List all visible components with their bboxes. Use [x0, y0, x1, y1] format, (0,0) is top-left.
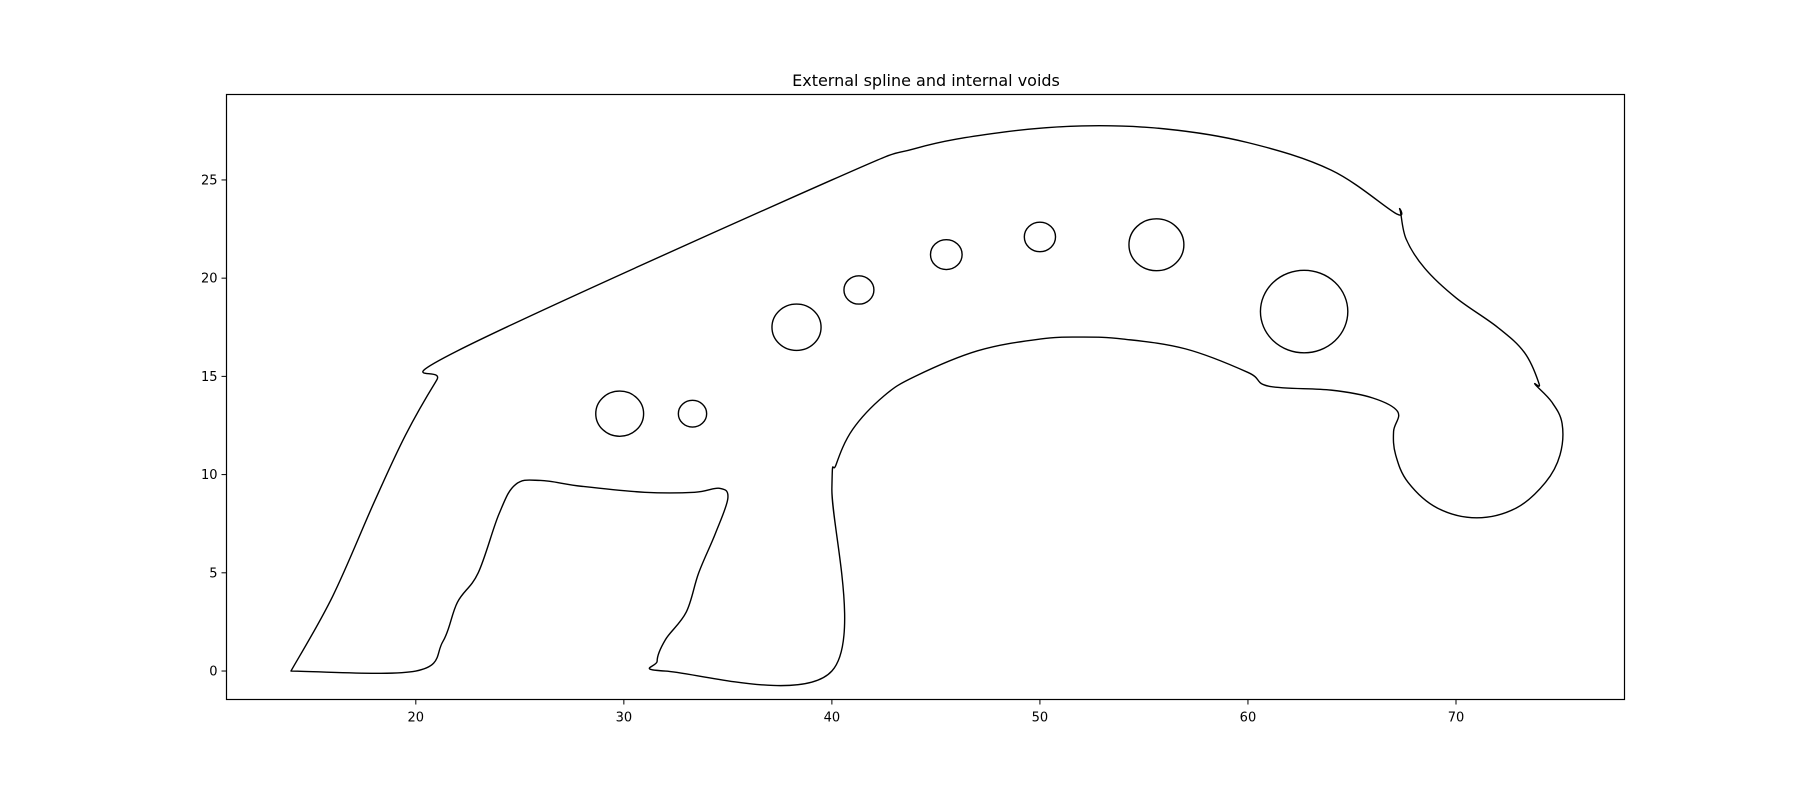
- axes: 20 30 40 50 60 70 0 5 10 15 20 25: [201, 93, 1626, 726]
- x-tick-label: 30: [616, 711, 633, 726]
- internal-void-8: [1259, 269, 1349, 354]
- x-tick-label: 60: [1240, 711, 1257, 726]
- internal-void-3: [771, 303, 822, 352]
- x-tick-label: 20: [408, 711, 425, 726]
- internal-void-2: [677, 399, 708, 428]
- y-tick-label: 0: [209, 665, 217, 680]
- y-tick-label: 25: [201, 173, 218, 188]
- x-tick-label: 40: [824, 711, 841, 726]
- x-tick-label: 50: [1032, 711, 1049, 726]
- y-tick-label: 5: [209, 566, 217, 581]
- internal-void-5: [929, 238, 963, 271]
- internal-void-7: [1128, 218, 1185, 272]
- internal-void-6: [1023, 221, 1057, 253]
- chart-title: External spline and internal voids: [792, 71, 1060, 90]
- y-tick-label: 20: [201, 272, 218, 287]
- internal-void-1: [595, 390, 645, 437]
- internal-void-4: [843, 275, 875, 305]
- plot-area: [290, 124, 1564, 687]
- external-spline: [290, 124, 1564, 687]
- y-tick-label: 15: [201, 370, 218, 385]
- axes-frame: [225, 93, 1626, 701]
- y-tick-label: 10: [201, 468, 218, 483]
- x-tick-label: 70: [1448, 711, 1465, 726]
